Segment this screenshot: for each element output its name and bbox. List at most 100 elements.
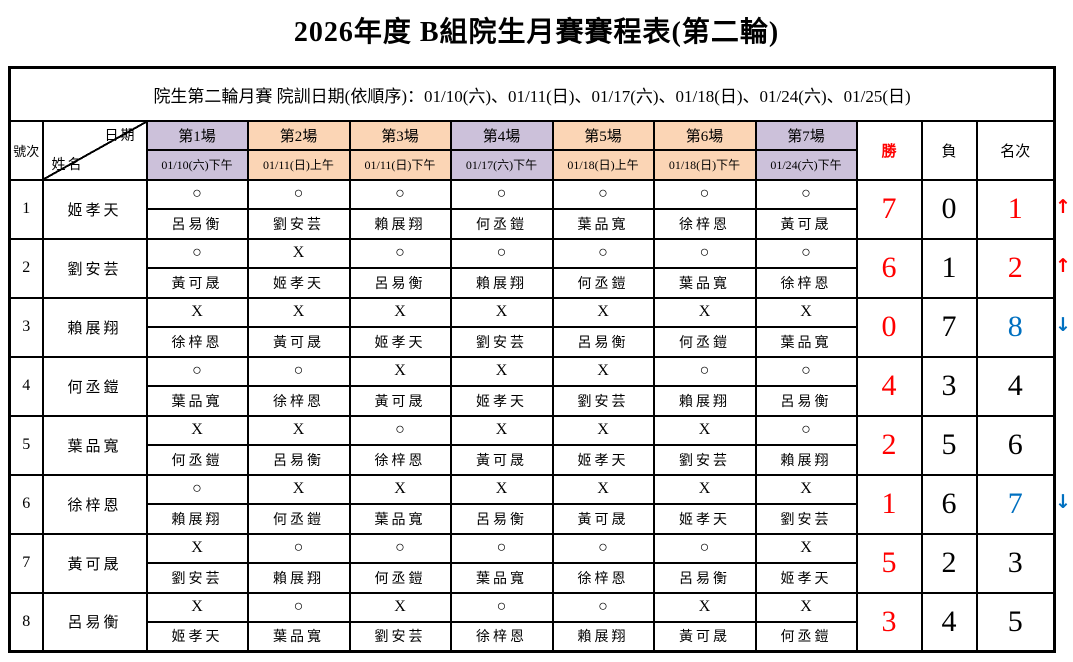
- result-cell-r6g6: X: [652, 473, 757, 505]
- header-rank: 名次: [975, 119, 1056, 181]
- result-cell-r8g7: X: [754, 591, 858, 623]
- session-5-label: 第5場: [551, 119, 655, 151]
- player-row-opponents: 何丞鎧 呂易衡 徐梓恩 黃可晟 姬孝天 劉安芸 賴展翔: [10, 443, 1055, 476]
- player-number: 7: [8, 532, 44, 594]
- player-row-results: 1 姬孝天 ○ ○ ○ ○ ○ ○ ○ 7 0 1: [8, 178, 1056, 240]
- session-6-date: 01/18(日)下午: [652, 148, 757, 181]
- result-cell-r2g1: ○: [145, 237, 249, 269]
- result-cell-r3g2: X: [246, 296, 351, 328]
- result-cell-r4g2: ○: [246, 355, 351, 387]
- session-7-date: 01/24(六)下午: [754, 148, 858, 181]
- opponent-cell-r5g1: 何丞鎧: [145, 443, 249, 476]
- losses-cell: 0: [920, 178, 978, 240]
- result-cell-r3g6: X: [652, 296, 757, 328]
- rank-cell: 1: [975, 178, 1056, 240]
- opponent-cell-r2g4: 賴展翔: [449, 266, 554, 299]
- result-cell-r5g5: X: [551, 414, 655, 446]
- player-row-opponents: 姬孝天 葉品寬 劉安芸 徐梓恩 賴展翔 黃可晟 何丞鎧: [10, 620, 1055, 653]
- opponent-cell-r5g6: 劉安芸: [652, 443, 757, 476]
- session-3-date: 01/11(日)下午: [348, 148, 452, 181]
- player-row-results: 3 賴展翔 X X X X X X X 0 7 8: [8, 296, 1056, 358]
- result-cell-r3g1: X: [145, 296, 249, 328]
- opponent-cell-r6g2: 何丞鎧: [246, 502, 351, 535]
- opponent-cell-r1g2: 劉安芸: [246, 207, 351, 240]
- result-cell-r8g5: ○: [551, 591, 655, 623]
- player-number: 2: [8, 237, 44, 299]
- player-row-results: 7 黃可晟 X ○ ○ ○ ○ ○ X 5 2 3: [8, 532, 1056, 594]
- rank-down-icon: ↓: [1055, 490, 1071, 513]
- opponent-cell-r7g5: 徐梓恩: [551, 561, 655, 594]
- opponent-cell-r8g4: 徐梓恩: [449, 620, 554, 653]
- wins-cell: 7: [855, 178, 923, 240]
- result-cell-r7g1: X: [145, 532, 249, 564]
- opponent-cell-r4g3: 黃可晟: [348, 384, 452, 417]
- result-cell-r6g7: X: [754, 473, 858, 505]
- opponent-cell-r6g4: 呂易衡: [449, 502, 554, 535]
- result-cell-r8g3: X: [348, 591, 452, 623]
- result-cell-r1g7: ○: [754, 178, 858, 210]
- opponent-cell-r3g3: 姬孝天: [348, 325, 452, 358]
- session-3-label: 第3場: [348, 119, 452, 151]
- opponent-cell-r7g2: 賴展翔: [246, 561, 351, 594]
- opponent-cell-r7g4: 葉品寬: [449, 561, 554, 594]
- rank-cell: 4: [975, 355, 1056, 417]
- opponent-cell-r2g5: 何丞鎧: [551, 266, 655, 299]
- opponent-cell-r8g1: 姬孝天: [145, 620, 249, 653]
- opponent-cell-r4g2: 徐梓恩: [246, 384, 351, 417]
- losses-cell: 2: [920, 532, 978, 594]
- opponent-cell-r1g6: 徐梓恩: [652, 207, 757, 240]
- schedule-table: 院生第二輪月賽 院訓日期(依順序)：01/10(六)、01/11(日)、01/1…: [8, 66, 1057, 653]
- rank-cell: 3: [975, 532, 1056, 594]
- player-number: 5: [8, 414, 44, 476]
- result-cell-r6g5: X: [551, 473, 655, 505]
- player-number: 8: [8, 591, 44, 653]
- opponent-cell-r7g3: 何丞鎧: [348, 561, 452, 594]
- opponent-cell-r1g3: 賴展翔: [348, 207, 452, 240]
- player-number: 1: [8, 178, 44, 240]
- opponent-cell-r3g7: 葉品寬: [754, 325, 858, 358]
- opponent-cell-r3g5: 呂易衡: [551, 325, 655, 358]
- result-cell-r6g1: ○: [145, 473, 249, 505]
- result-cell-r5g6: X: [652, 414, 757, 446]
- losses-cell: 3: [920, 355, 978, 417]
- header-number: 號次: [8, 119, 44, 181]
- result-cell-r7g7: X: [754, 532, 858, 564]
- header-name-label: 姓名: [51, 157, 84, 173]
- result-cell-r7g3: ○: [348, 532, 452, 564]
- session-1-label: 第1場: [145, 119, 249, 151]
- result-cell-r4g6: ○: [652, 355, 757, 387]
- header-losses: 負: [920, 119, 978, 181]
- session-4-label: 第4場: [449, 119, 554, 151]
- rank-cell: 6: [975, 414, 1056, 476]
- player-name: 呂易衡: [41, 591, 148, 653]
- wins-cell: 0: [855, 296, 923, 358]
- result-cell-r7g6: ○: [652, 532, 757, 564]
- opponent-cell-r8g3: 劉安芸: [348, 620, 452, 653]
- rank-cell: 5: [975, 591, 1056, 653]
- player-row-results: 5 葉品寬 X X ○ X X X ○ 2 5 6: [8, 414, 1056, 476]
- player-row-opponents: 劉安芸 賴展翔 何丞鎧 葉品寬 徐梓恩 呂易衡 姬孝天: [10, 561, 1055, 594]
- opponent-cell-r8g5: 賴展翔: [551, 620, 655, 653]
- opponent-cell-r4g7: 呂易衡: [754, 384, 858, 417]
- session-4-date: 01/17(六)下午: [449, 148, 554, 181]
- result-cell-r8g2: ○: [246, 591, 351, 623]
- player-row-opponents: 葉品寬 徐梓恩 黃可晟 姬孝天 劉安芸 賴展翔 呂易衡: [10, 384, 1055, 417]
- result-cell-r4g7: ○: [754, 355, 858, 387]
- wins-cell: 6: [855, 237, 923, 299]
- session-6-label: 第6場: [652, 119, 757, 151]
- result-cell-r3g7: X: [754, 296, 858, 328]
- player-row-opponents: 徐梓恩 黃可晟 姬孝天 劉安芸 呂易衡 何丞鎧 葉品寬: [10, 325, 1055, 358]
- result-cell-r4g5: X: [551, 355, 655, 387]
- losses-cell: 5: [920, 414, 978, 476]
- opponent-cell-r4g5: 劉安芸: [551, 384, 655, 417]
- opponent-cell-r3g2: 黃可晟: [246, 325, 351, 358]
- opponent-cell-r1g7: 黃可晟: [754, 207, 858, 240]
- result-cell-r2g2: X: [246, 237, 351, 269]
- player-name: 姬孝天: [41, 178, 148, 240]
- header-date-name-corner: 日期 姓名: [41, 119, 148, 181]
- result-cell-r5g1: X: [145, 414, 249, 446]
- result-cell-r3g4: X: [449, 296, 554, 328]
- opponent-cell-r6g3: 葉品寬: [348, 502, 452, 535]
- header-wins: 勝: [855, 119, 923, 181]
- opponent-cell-r8g7: 何丞鎧: [754, 620, 858, 653]
